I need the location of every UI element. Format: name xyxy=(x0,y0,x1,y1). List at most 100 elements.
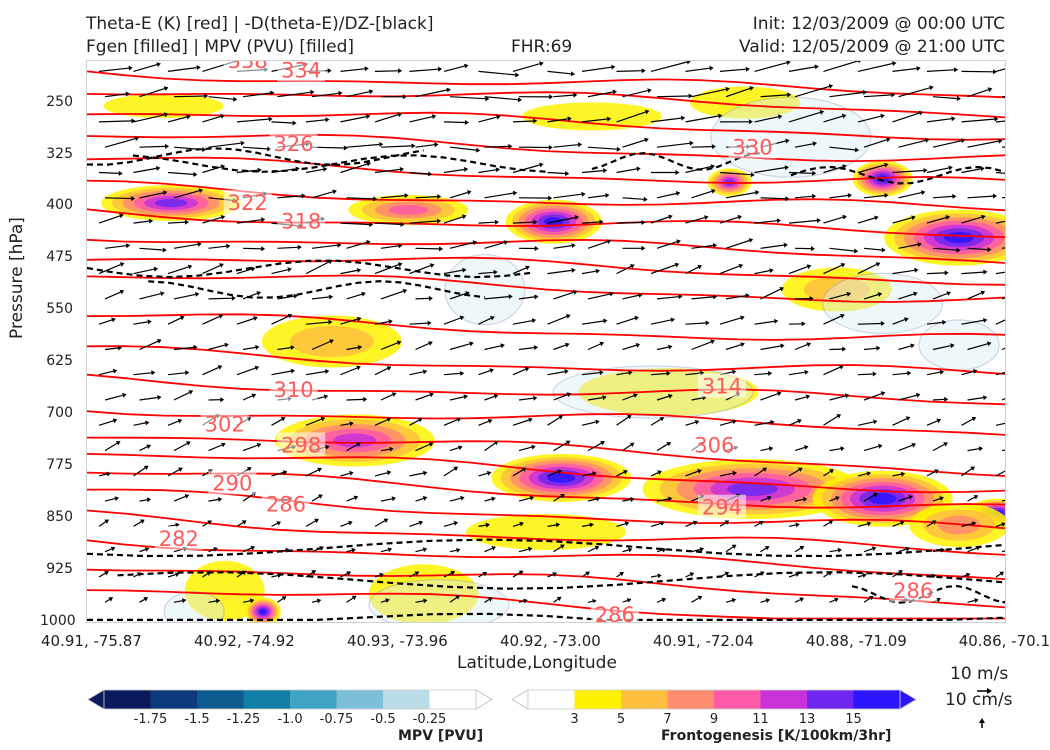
wind-arrowhead xyxy=(251,393,257,399)
wind-arrowhead xyxy=(493,440,499,446)
wind-arrow xyxy=(754,573,762,578)
wind-arrowhead xyxy=(165,143,170,149)
wind-arrowhead xyxy=(835,496,840,501)
wind-arrowhead xyxy=(493,394,499,399)
wind-arrowhead xyxy=(418,520,424,526)
wind-arrow xyxy=(518,397,534,401)
wind-arrow xyxy=(616,573,621,578)
colorbar-extend-right xyxy=(475,689,493,710)
wind-arrow xyxy=(581,372,600,376)
wind-arrowhead xyxy=(156,62,161,67)
wind-arrow xyxy=(104,291,121,300)
wind-arrowhead xyxy=(206,571,211,576)
wind-arrow xyxy=(725,295,746,300)
wind-arrowhead xyxy=(356,365,361,371)
wind-arrow xyxy=(863,393,882,401)
wind-arrow xyxy=(685,266,699,275)
wind-arrow xyxy=(374,574,381,578)
wind-arrow xyxy=(98,215,121,224)
wind-key-vertical-label: 10 cm/s xyxy=(945,690,1013,710)
wind-arrowhead xyxy=(431,114,437,120)
wind-arrowhead xyxy=(249,598,255,604)
wind-arrow xyxy=(685,522,695,527)
wind-arrowhead xyxy=(218,314,224,319)
wind-arrow xyxy=(995,523,1003,527)
wind-arrowhead xyxy=(783,242,788,248)
wind-arrow xyxy=(650,319,672,325)
wind-arrowhead xyxy=(785,138,790,144)
wind-arrow xyxy=(340,367,358,376)
colorbar-segment xyxy=(104,690,151,709)
wind-arrowhead xyxy=(767,371,773,376)
wind-arrowhead xyxy=(731,598,737,603)
wind-arrow xyxy=(719,472,734,477)
wind-arrowhead xyxy=(732,470,737,476)
wind-arrowhead xyxy=(316,598,322,604)
wind-arrowhead xyxy=(589,522,594,528)
wind-arrowhead xyxy=(983,269,988,275)
wind-arrow xyxy=(725,546,734,553)
wind-arrow xyxy=(587,146,617,150)
wind-arrowhead xyxy=(518,570,524,575)
wind-arrowhead xyxy=(565,314,571,319)
title-line2: Fgen [filled] | MPV (PVU) [filled] xyxy=(86,37,355,57)
wind-arrowhead xyxy=(606,239,612,244)
wind-arrowhead xyxy=(287,313,293,319)
wind-arrowhead xyxy=(987,87,993,93)
wind-arrowhead xyxy=(261,246,266,252)
colorbar-tick: 7 xyxy=(663,712,671,727)
wind-arrow xyxy=(443,572,452,578)
wind-arrow xyxy=(311,296,330,300)
wind-arrowhead xyxy=(459,315,465,321)
wind-arrowhead xyxy=(630,264,635,269)
wind-arrow xyxy=(547,573,554,578)
wind-arrowhead xyxy=(386,470,392,476)
wind-arrow xyxy=(271,575,278,578)
fgen-fill xyxy=(944,232,975,244)
fgen-fill xyxy=(154,198,188,208)
wind-arrowhead xyxy=(946,291,951,296)
wind-arrow xyxy=(139,598,145,603)
wind-arrowhead xyxy=(533,219,538,225)
wind-arrowhead xyxy=(565,171,570,176)
wind-arrowhead xyxy=(748,238,754,243)
wind-arrowhead xyxy=(944,270,949,276)
colorbar-segment xyxy=(667,690,714,709)
wind-arrow xyxy=(581,118,608,123)
wind-arrowhead xyxy=(178,467,183,472)
wind-arrow xyxy=(581,66,612,72)
wind-arrowhead xyxy=(900,471,906,477)
wind-arrowhead xyxy=(143,465,149,470)
wind-arrowhead xyxy=(383,518,389,523)
wind-arrow xyxy=(581,421,596,426)
wind-arrow xyxy=(760,94,788,98)
wind-arrowhead xyxy=(463,167,469,172)
wind-arrowhead xyxy=(115,441,121,446)
wind-arrowhead xyxy=(828,84,834,89)
wind-arrow xyxy=(794,195,813,199)
wind-arrowhead xyxy=(785,196,790,202)
x-tick-label: 40.88, -71.09 xyxy=(806,632,907,650)
wind-arrowhead xyxy=(812,141,817,147)
wind-arrowhead xyxy=(784,165,789,171)
wind-arrow xyxy=(173,391,190,401)
wind-arrow xyxy=(788,111,821,123)
wind-arrow xyxy=(691,190,712,199)
wind-arrowhead xyxy=(769,268,774,274)
wind-arrow xyxy=(754,167,786,174)
wind-arrowhead xyxy=(427,320,432,326)
wind-arrowhead xyxy=(220,215,226,220)
wind-arrowhead xyxy=(437,194,442,200)
wind-arrow xyxy=(311,92,339,98)
wind-arrowhead xyxy=(456,417,462,422)
wind-arrow xyxy=(374,264,399,275)
wind-arrowhead xyxy=(517,97,522,103)
wind-arrowhead xyxy=(942,319,947,325)
wind-arrow xyxy=(415,394,431,401)
wind-arrowhead xyxy=(659,417,665,422)
wind-arrow xyxy=(202,216,222,224)
wind-arrowhead xyxy=(450,570,456,576)
wind-arrowhead xyxy=(250,266,256,272)
wind-arrowhead xyxy=(193,171,198,177)
wind-arrowhead xyxy=(668,393,673,399)
